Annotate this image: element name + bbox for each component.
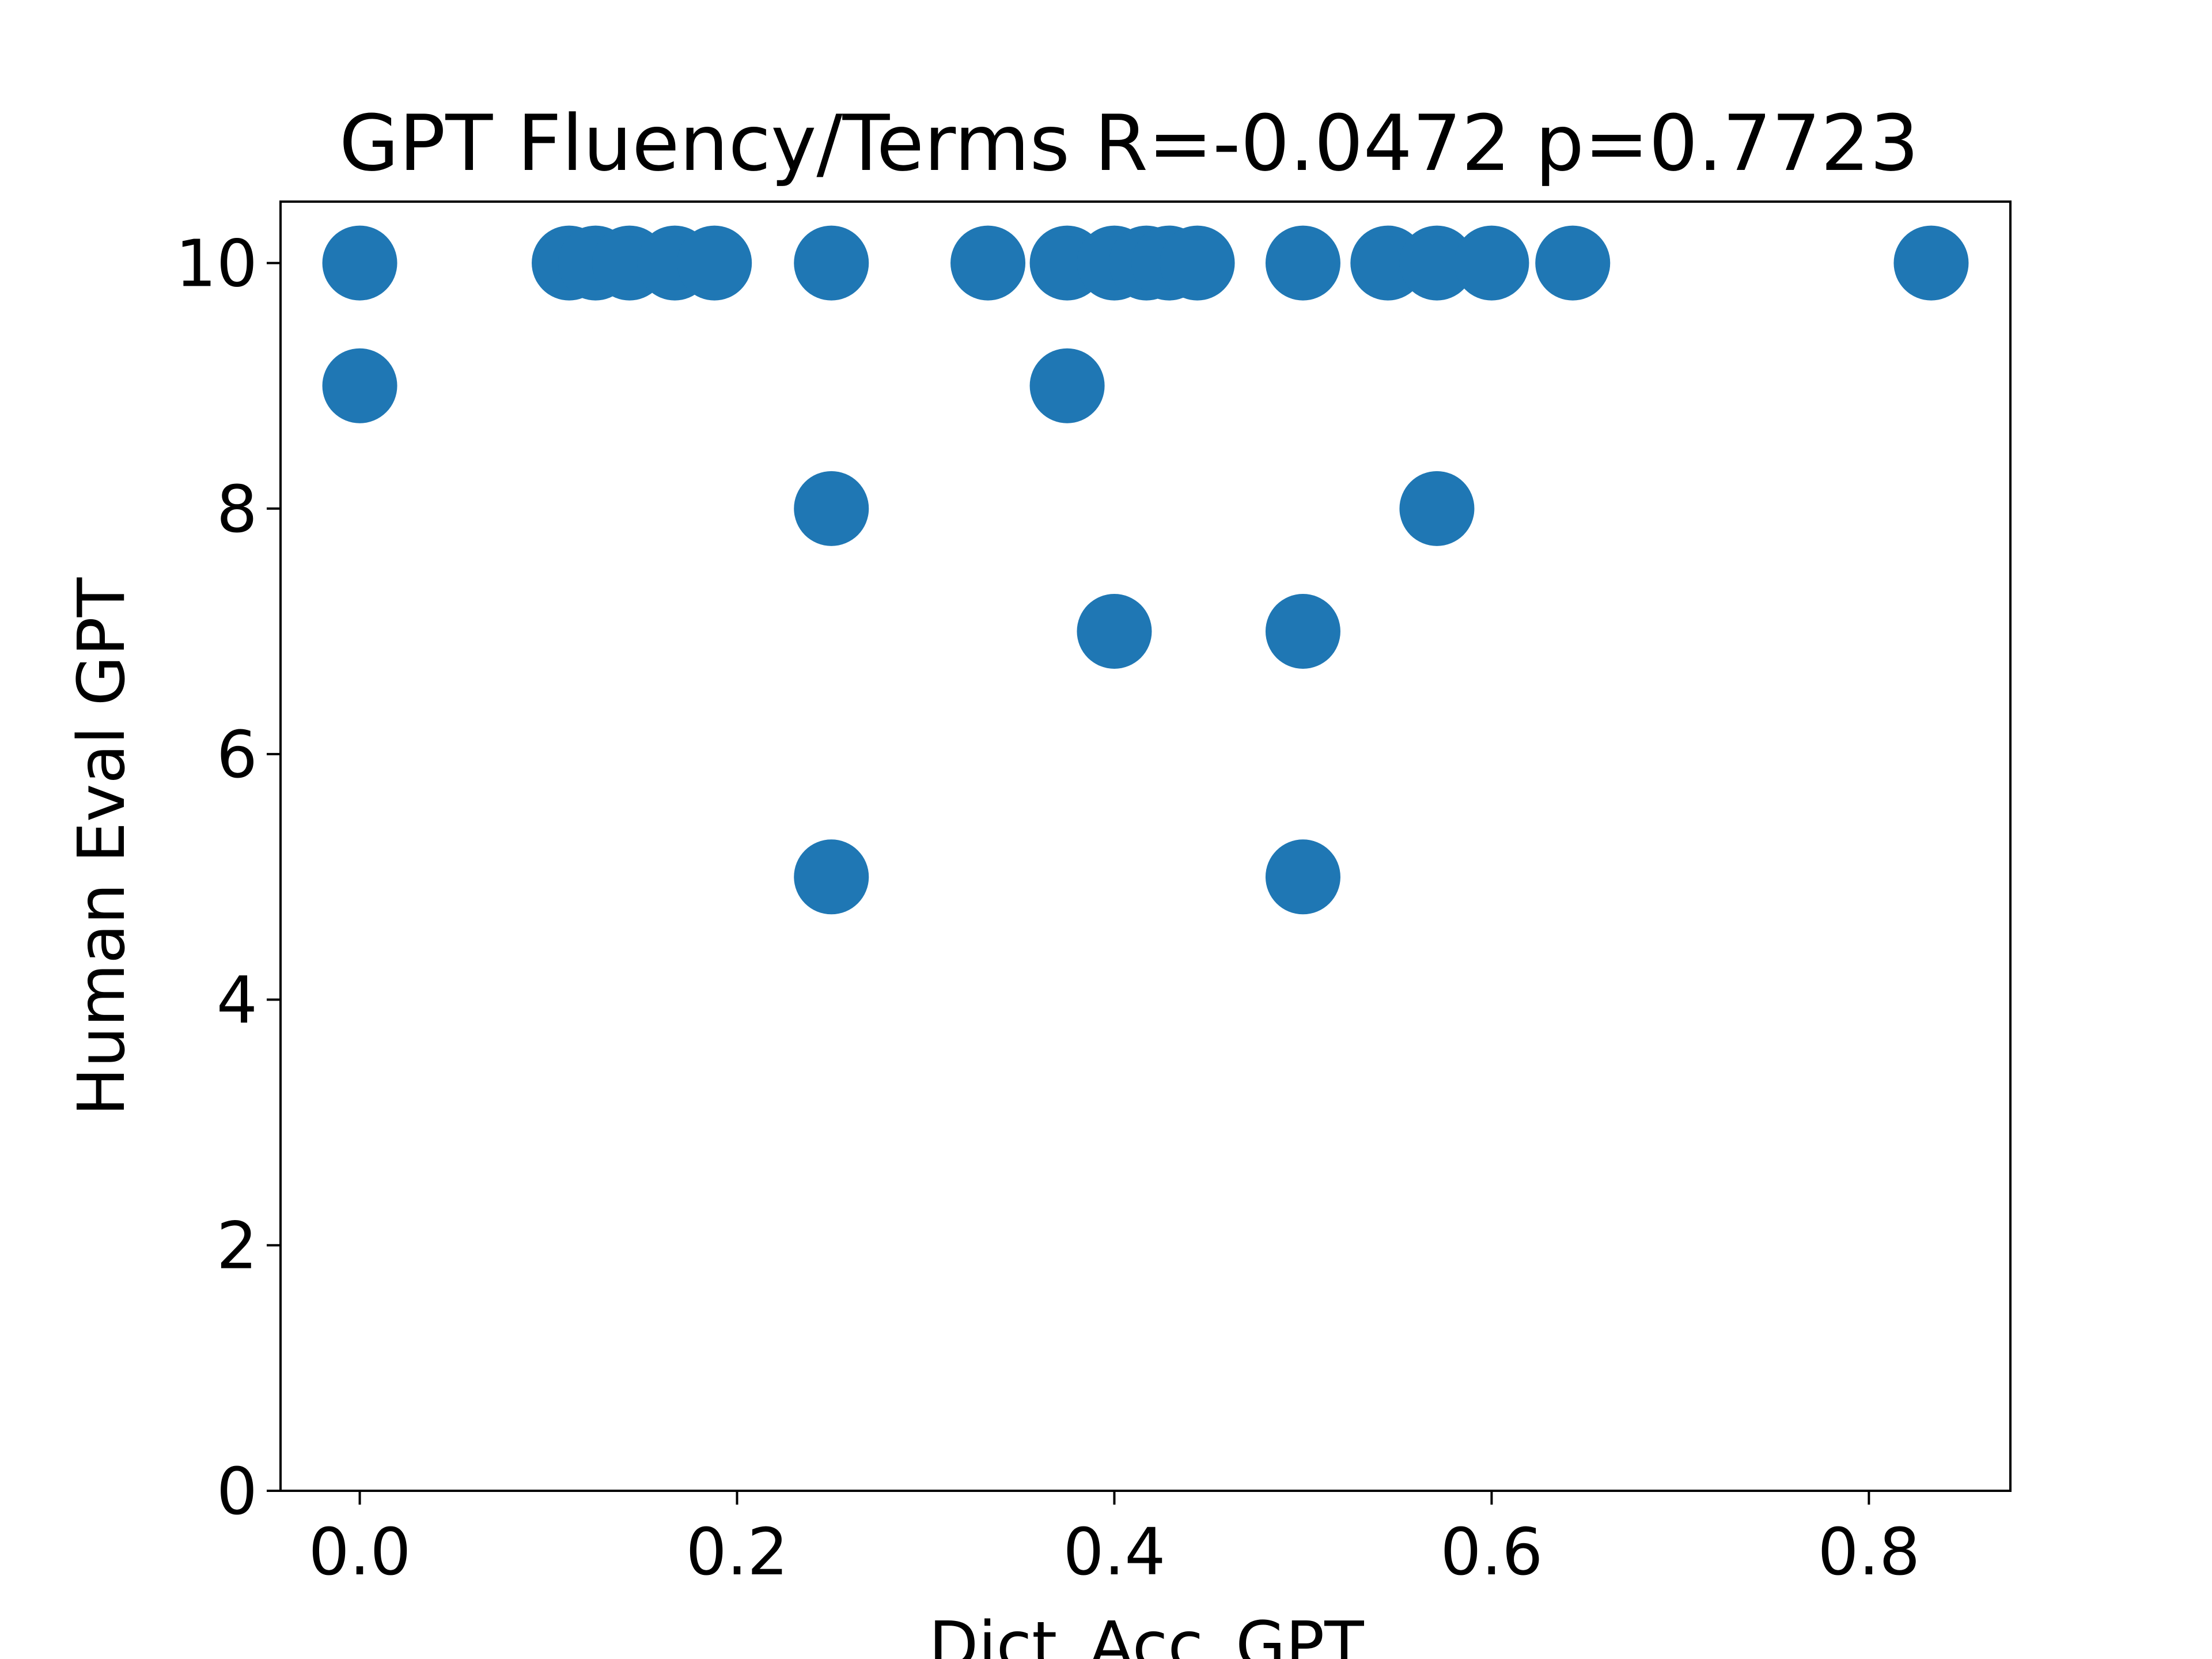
x-tick-label: 0.6 (1440, 1515, 1543, 1590)
data-point-14 (1077, 594, 1152, 669)
y-tick-label: 2 (217, 1209, 257, 1284)
y-axis-ticks: 0 2 4 6 8 10 (175, 227, 281, 1529)
x-tick-label: 0.2 (685, 1515, 788, 1590)
data-point-0 (322, 225, 397, 301)
x-axis-label: Dict_Acc_GPT (929, 1608, 1364, 1659)
data-point-17 (1160, 225, 1235, 301)
x-axis-ticks: 0.0 0.2 0.4 0.6 0.8 (308, 1491, 1920, 1590)
data-point-22 (1399, 225, 1475, 301)
y-tick-label: 0 (217, 1455, 257, 1529)
chart-title: GPT Fluency/Terms R=-0.0472 p=0.7723 (339, 99, 1919, 188)
data-point-18 (1265, 225, 1340, 301)
plot-frame (279, 200, 2012, 1492)
data-point-24 (1454, 225, 1529, 301)
x-tick-label: 0.4 (1063, 1515, 1165, 1590)
y-tick-label: 10 (175, 227, 257, 302)
x-tick-label: 0.0 (308, 1515, 411, 1590)
data-point-7 (794, 225, 869, 301)
points-layer (322, 225, 1969, 915)
y-axis-label: Human Eval GPT (65, 577, 139, 1116)
data-point-19 (1265, 594, 1340, 669)
data-point-26 (1893, 225, 1969, 301)
data-point-1 (322, 348, 397, 423)
data-point-8 (794, 471, 869, 546)
data-point-6 (677, 225, 752, 301)
data-point-9 (794, 839, 869, 915)
data-point-20 (1265, 839, 1340, 915)
x-tick-label: 0.8 (1817, 1515, 1920, 1590)
y-tick-label: 8 (217, 472, 257, 547)
data-point-10 (950, 225, 1026, 301)
y-tick-label: 6 (217, 718, 257, 793)
data-point-25 (1535, 225, 1611, 301)
data-point-23 (1399, 471, 1475, 546)
y-tick-label: 4 (217, 963, 257, 1038)
data-point-12 (1029, 348, 1105, 423)
